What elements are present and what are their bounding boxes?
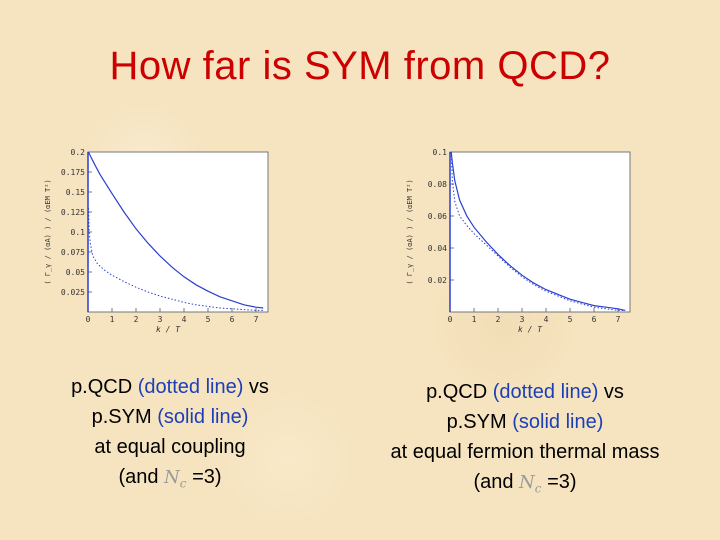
label-eq3: =3)	[541, 471, 577, 493]
y-axis-label: ( Γ_γ / (αA) ) / (αEM T²)	[44, 179, 52, 284]
y-tick-label: 0.06	[428, 212, 447, 221]
x-tick-label: 3	[158, 315, 163, 324]
label-psym: p.SYM	[446, 411, 507, 433]
label-eq3: =3)	[186, 466, 222, 488]
label-solid-line: (solid line)	[151, 406, 249, 428]
chart-left: 0.2 0.175 0.15 0.125 0.1 0.075 0.05 0.025 0 1 2 3 4 5…	[44, 148, 269, 334]
x-tick-label: 2	[496, 315, 501, 324]
label-vs: vs	[248, 376, 269, 398]
series-psym-solid	[87, 151, 264, 309]
plot-right: 0.1 0.08 0.06 0.04 0.02 0 1 2 3 4 5 6 7 k / T ( Γ_γ / …	[400, 142, 640, 337]
caption-right-line2: p.SYM (solid line)	[355, 407, 695, 437]
caption-left-line4: (and Nc =3)	[30, 462, 310, 499]
x-tick-label: 7	[254, 315, 259, 324]
x-tick-label: 0	[448, 315, 453, 324]
y-tick-label: 0.1	[71, 228, 86, 237]
y-tick-label: 0.08	[428, 180, 447, 189]
x-tick-label: 1	[472, 315, 477, 324]
y-tick-label: 0.15	[66, 188, 85, 197]
label-solid-line: (solid line)	[506, 411, 604, 433]
label-dotted-line: (dotted line)	[132, 376, 249, 398]
y-tick-label: 0.125	[61, 208, 85, 217]
label-pqcd: p.QCD	[71, 376, 133, 398]
nc-sub: c	[179, 476, 187, 491]
slide-title: How far is SYM from QCD?	[109, 44, 611, 88]
caption-left-line1: p.QCD (dotted line) vs	[30, 372, 310, 402]
label-pqcd: p.QCD	[426, 381, 488, 403]
label-dotted-line: (dotted line)	[487, 381, 604, 403]
nc-sub: c	[534, 481, 542, 496]
caption-right-line1: p.QCD (dotted line) vs	[355, 377, 695, 407]
x-tick-label: 0	[86, 315, 91, 324]
x-axis-label: k / T	[518, 325, 543, 334]
x-tick-label: 4	[544, 315, 549, 324]
series-psym-solid	[450, 151, 626, 311]
chart-right: 0.1 0.08 0.06 0.04 0.02 0 1 2 3 4 5 6 7 k / T ( Γ_γ / …	[406, 148, 631, 334]
y-tick-label: 0.075	[61, 248, 85, 257]
plot-frame	[87, 151, 269, 313]
x-tick-label: 7	[616, 315, 621, 324]
y-tick-label: 0.05	[66, 268, 85, 277]
caption-left: p.QCD (dotted line) vs p.SYM (solid line…	[30, 372, 310, 499]
y-tick-label: 0.02	[428, 276, 447, 285]
caption-right: p.QCD (dotted line) vs p.SYM (solid line…	[355, 377, 695, 504]
x-tick-label: 5	[568, 315, 573, 324]
nc-n: N	[519, 472, 535, 493]
x-tick-label: 6	[230, 315, 235, 324]
label-psym: p.SYM	[91, 406, 152, 428]
series-pqcd-dotted	[450, 151, 626, 311]
y-tick-label: 0.04	[428, 244, 447, 253]
caption-left-line3: at equal coupling	[94, 436, 246, 458]
nc-n: N	[164, 467, 180, 488]
caption-left-line2: p.SYM (solid line)	[30, 402, 310, 432]
label-and: (and	[118, 466, 165, 488]
x-tick-label: 3	[520, 315, 525, 324]
y-tick-label: 0.1	[433, 148, 448, 157]
caption-right-line4: (and Nc =3)	[355, 467, 695, 504]
y-tick-label: 0.175	[61, 168, 85, 177]
x-tick-label: 6	[592, 315, 597, 324]
y-axis-label: ( Γ_γ / (αA) ) / (αEM T²)	[406, 179, 414, 284]
x-tick-label: 2	[134, 315, 139, 324]
plot-left: 0.2 0.175 0.15 0.125 0.1 0.075 0.05 0.025 0 1 2 3 4 5…	[38, 142, 278, 337]
plot-frame	[449, 151, 631, 313]
nc-symbol: Nc	[164, 467, 187, 491]
label-vs: vs	[603, 381, 624, 403]
label-and: (and	[473, 471, 520, 493]
y-tick-label: 0.2	[71, 148, 86, 157]
nc-symbol: Nc	[519, 472, 542, 496]
x-axis-label: k / T	[156, 325, 181, 334]
x-tick-label: 5	[206, 315, 211, 324]
x-tick-label: 4	[182, 315, 187, 324]
caption-right-line3: at equal fermion thermal mass	[390, 441, 660, 463]
series-pqcd-dotted	[88, 207, 264, 311]
x-tick-label: 1	[110, 315, 115, 324]
y-tick-label: 0.025	[61, 288, 85, 297]
